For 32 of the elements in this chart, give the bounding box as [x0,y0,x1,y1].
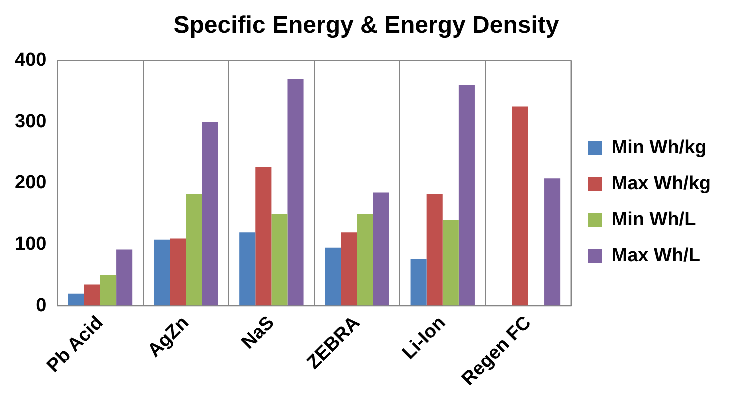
legend-label: Min Wh/kg [612,138,707,159]
bar [116,250,133,306]
bar [544,178,561,306]
bar [426,194,443,306]
bar [325,248,342,306]
legend-label: Max Wh/L [612,246,701,267]
bar [68,294,84,306]
legend-label: Min Wh/L [612,210,697,231]
bar [512,106,528,306]
bar [84,284,100,306]
bar [186,194,202,306]
legend-label: Max Wh/kg [612,174,712,195]
bar [288,79,304,306]
bar [458,85,475,306]
bar [154,240,170,306]
bar [373,192,390,306]
bar [272,214,288,306]
bar [170,238,186,306]
bar [202,122,218,306]
y-tick-label: 200 [15,172,47,194]
bar [357,214,374,306]
bar [341,232,358,306]
y-tick-label: 100 [15,234,47,256]
bar [256,168,272,306]
bar [410,260,427,306]
y-tick-label: 300 [15,111,47,132]
bar [442,220,459,306]
bar [240,232,256,306]
y-tick-label: 400 [15,50,47,72]
chart-title: Specific Energy & Energy Density [174,12,560,40]
bar [100,276,117,306]
y-tick-label: 0 [36,295,47,316]
